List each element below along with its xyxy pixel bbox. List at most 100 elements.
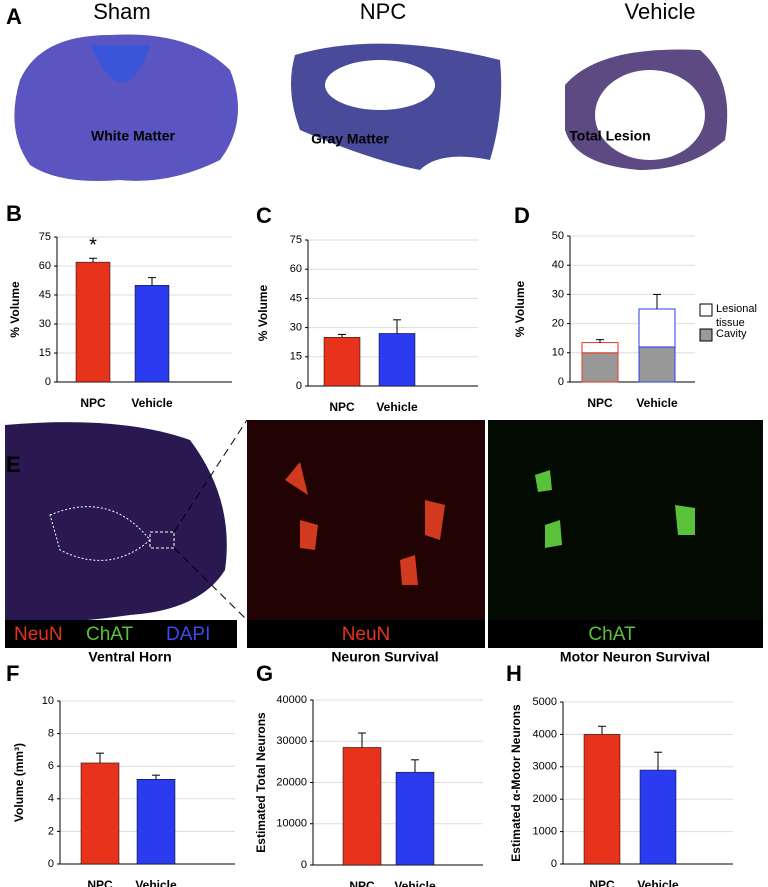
panel-letter: E — [6, 452, 21, 477]
chart-title: Gray Matter — [311, 131, 389, 147]
x-tick-label: NPC — [329, 400, 355, 414]
y-axis-label: Estimated α-Motor Neurons — [509, 704, 523, 862]
x-tick-label: Vehicle — [637, 878, 679, 887]
micrographs-e — [5, 419, 763, 648]
neurons — [285, 462, 445, 585]
x-tick-label: Vehicle — [135, 878, 177, 887]
chart-title: Ventral Horn — [88, 649, 171, 665]
inset-box — [149, 531, 175, 549]
y-tick-label: 40 — [552, 259, 564, 271]
legend-swatch — [699, 303, 713, 317]
x-tick-label: NPC — [80, 396, 106, 410]
bar — [395, 771, 435, 866]
panel-letter: B — [6, 201, 22, 226]
zoom-line — [173, 547, 248, 621]
y-tick-label: 8 — [48, 728, 54, 740]
chart-title: Motor Neuron Survival — [560, 649, 710, 665]
x-tick-label: Vehicle — [376, 400, 418, 414]
legend-label: Lesional tissue — [716, 303, 757, 329]
y-tick-label: 1000 — [533, 826, 557, 838]
y-tick-label: 40000 — [276, 694, 307, 706]
x-tick-label: Vehicle — [636, 396, 678, 410]
y-tick-label: 3000 — [533, 761, 557, 773]
x-tick-label: Vehicle — [131, 396, 173, 410]
x-tick-label: NPC — [589, 878, 615, 887]
bar-segment — [638, 346, 676, 383]
y-tick-label: 5000 — [533, 696, 557, 708]
y-tick-label: 4 — [48, 793, 54, 805]
bar-segment — [638, 308, 676, 348]
bar — [80, 762, 120, 865]
y-tick-label: 10 — [552, 347, 564, 359]
y-tick-label: 0 — [45, 376, 51, 388]
bar — [134, 285, 170, 383]
bar — [75, 261, 111, 383]
cavity — [325, 60, 435, 110]
panel-letter: F — [6, 661, 19, 686]
y-tick-label: 20 — [552, 318, 564, 330]
micrographs-a — [14, 34, 728, 181]
stain-label: NeuN — [14, 624, 63, 645]
label-bar — [5, 620, 237, 648]
y-tick-label: 20000 — [276, 776, 307, 788]
y-tick-label: 45 — [39, 289, 51, 301]
neurons — [535, 470, 695, 548]
panel-letter: C — [256, 203, 272, 228]
y-tick-label: 2000 — [533, 793, 557, 805]
legend-label: Cavity — [716, 328, 747, 340]
y-tick-label: 10000 — [276, 818, 307, 830]
bar-segment — [581, 352, 619, 383]
y-tick-label: 60 — [290, 263, 302, 275]
annotation: * — [89, 235, 97, 257]
stain-label: DAPI — [166, 624, 210, 645]
channel-label: NeuN — [342, 624, 391, 645]
y-tick-label: 30 — [552, 288, 564, 300]
y-tick-label: 30 — [290, 322, 302, 334]
x-tick-label: NPC — [87, 878, 113, 887]
y-axis-label: Estimated Total Neurons — [254, 712, 268, 853]
y-tick-label: 10 — [42, 695, 54, 707]
panel-letter: G — [256, 661, 273, 686]
y-axis-label: % Volume — [513, 280, 527, 337]
chart-title: Total Lesion — [569, 128, 650, 144]
y-tick-label: 30 — [39, 318, 51, 330]
y-tick-label: 50 — [552, 230, 564, 242]
bar-segment — [581, 342, 619, 354]
y-tick-label: 0 — [296, 380, 302, 392]
gray-matter — [90, 45, 150, 83]
y-tick-label: 60 — [39, 260, 51, 272]
y-tick-label: 0 — [48, 858, 54, 870]
label-bar — [488, 620, 763, 648]
stain-label: ChAT — [86, 624, 134, 645]
y-tick-label: 2 — [48, 825, 54, 837]
panel-letter: H — [506, 661, 522, 686]
x-tick-label: NPC — [587, 396, 613, 410]
label-bar — [247, 620, 485, 648]
legend-box: Lesional tissue — [716, 303, 757, 329]
x-tick-label: Vehicle — [394, 879, 436, 887]
y-tick-label: 75 — [290, 234, 302, 246]
y-axis-label: Volume (mm³) — [12, 743, 26, 822]
y-tick-label: 0 — [301, 859, 307, 871]
y-tick-label: 4000 — [533, 728, 557, 740]
bar — [583, 734, 621, 865]
legend-box: Cavity — [716, 328, 747, 340]
x-tick-label: NPC — [349, 879, 375, 887]
y-tick-label: 15 — [39, 347, 51, 359]
image-title: Sham — [93, 0, 150, 24]
bar — [136, 778, 176, 865]
section-fluorescence — [5, 422, 227, 622]
y-tick-label: 75 — [39, 231, 51, 243]
bar — [378, 333, 416, 387]
legend-swatch — [699, 328, 713, 342]
chart-title: Neuron Survival — [331, 649, 438, 665]
y-tick-label: 45 — [290, 292, 302, 304]
bar — [639, 769, 677, 865]
neun-image — [247, 420, 485, 648]
image-title: NPC — [360, 0, 407, 24]
y-axis-label: % Volume — [256, 284, 270, 341]
panel-letter: D — [514, 203, 530, 228]
panel-letter: A — [6, 4, 22, 29]
channel-label: ChAT — [588, 624, 636, 645]
